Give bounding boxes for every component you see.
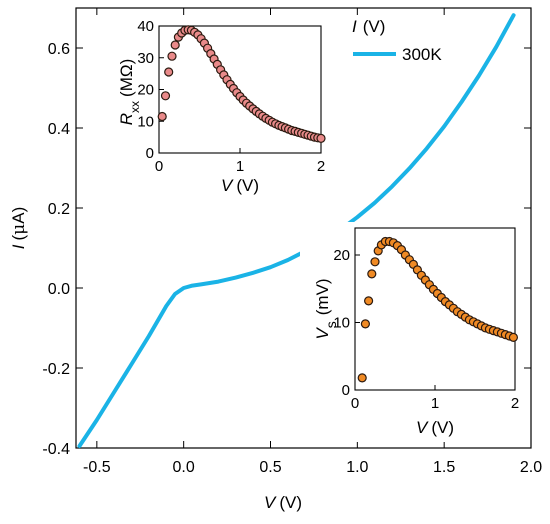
main-y-tick-label: -0.4 (42, 441, 70, 458)
inset-vs-data-points (357, 236, 519, 383)
main-legend: I (V) 300K (352, 17, 442, 64)
main-plot-frame (75, 7, 532, 449)
main-axis-ticks: -0.5 0.0 0.5 1.0 1.5 2.0 -0.4 -0.2 0.0 0.2 0.4 0.6 (42, 8, 542, 476)
inset-rxx-background (112, 20, 325, 226)
main-y-tick-label: 0.6 (48, 41, 70, 58)
inset-rxx-y-axis-title: Rxx(MΩ) (117, 59, 142, 125)
data-point (360, 319, 370, 329)
main-y-tick-label: -0.2 (42, 361, 70, 378)
inset-x-tick-label: 0 (155, 158, 163, 175)
main-x-tick-label: 0.5 (259, 459, 281, 476)
inset-y-tick-label: 30 (137, 50, 154, 67)
main-iv-curve-300k (77, 13, 516, 448)
inset-vs-y-axis-title: Vs(mV) (313, 278, 339, 339)
inset-y-tick-label: 20 (137, 82, 154, 99)
data-point (357, 373, 367, 383)
inset-x-tick-label: 2 (317, 158, 325, 175)
inset-y-tick-label: 10 (333, 315, 350, 332)
legend-title: I (V) (352, 17, 385, 36)
main-x-tick-label: 1.5 (433, 459, 455, 476)
inset-rxx-x-axis-title: V (V) (221, 176, 259, 195)
data-point (508, 332, 519, 342)
inset-x-tick-label: 2 (511, 395, 519, 412)
data-point (370, 257, 380, 267)
inset-x-tick-label: 0 (351, 395, 359, 412)
inset-y-tick-label: 20 (333, 247, 350, 264)
inset-x-tick-label: 1 (431, 395, 439, 412)
main-y-tick-label: 0.2 (48, 201, 70, 218)
inset-y-tick-label: 40 (137, 18, 154, 35)
main-x-tick-label: 1.0 (346, 459, 368, 476)
inset-x-tick-label: 1 (236, 158, 244, 175)
inset-y-tick-label: 0 (146, 145, 154, 162)
main-y-tick-label: 0.4 (48, 121, 70, 138)
legend-label-300k: 300K (402, 45, 442, 64)
data-point (167, 51, 177, 61)
inset-rxx-data-points (157, 25, 326, 143)
main-y-axis-title: I(μA) (9, 207, 29, 249)
data-point (157, 111, 167, 122)
main-x-tick-label: 0.0 (173, 459, 195, 476)
data-point (367, 269, 377, 279)
main-x-axis-title: V (V) (264, 493, 302, 512)
inset-y-tick-label: 0 (342, 382, 350, 399)
data-point (170, 40, 180, 50)
inset-vs-x-axis-title: V (V) (416, 418, 454, 437)
data-point (316, 133, 326, 143)
main-x-tick-label: 2.0 (520, 459, 542, 476)
main-y-tick-label: 0.0 (48, 281, 70, 298)
data-point (364, 296, 374, 306)
data-point (164, 67, 174, 77)
data-point (160, 91, 171, 101)
main-x-tick-label: -0.5 (83, 459, 111, 476)
inset-y-tick-label: 10 (137, 113, 154, 130)
